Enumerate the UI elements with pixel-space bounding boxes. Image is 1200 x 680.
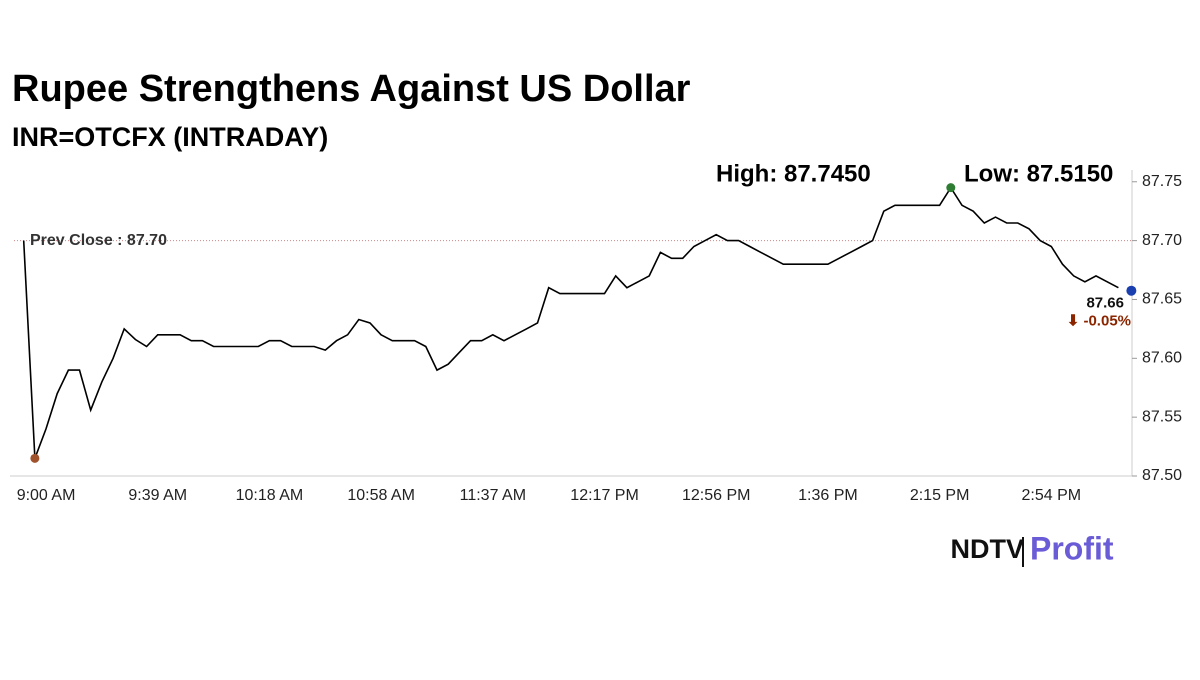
y-tick-label: 87.60	[1142, 350, 1182, 367]
chart-subtitle: INR=OTCFX (INTRADAY)	[12, 122, 328, 152]
last-marker	[1126, 285, 1137, 296]
x-tick-label: 9:39 AM	[128, 487, 187, 504]
x-tick-label: 2:54 PM	[1022, 487, 1082, 504]
y-tick-label: 87.70	[1142, 232, 1182, 249]
low-marker	[30, 453, 40, 463]
x-tick-label: 9:00 AM	[17, 487, 76, 504]
x-tick-label: 12:56 PM	[682, 487, 750, 504]
x-tick-label: 2:15 PM	[910, 487, 970, 504]
high-label: High: 87.7450	[716, 160, 871, 187]
x-tick-label: 10:58 AM	[347, 487, 415, 504]
change-label: ⬇ -0.05%	[1067, 313, 1131, 330]
brand-ndtv: NDTV	[951, 534, 1025, 564]
x-tick-label: 10:18 AM	[236, 487, 304, 504]
chart-title: Rupee Strengthens Against US Dollar	[12, 68, 691, 110]
x-tick-label: 11:37 AM	[460, 487, 526, 504]
price-line	[22, 186, 1119, 459]
y-tick-label: 87.55	[1142, 408, 1182, 425]
prev-close-label: Prev Close : 87.70	[30, 232, 167, 249]
y-tick-label: 87.65	[1142, 291, 1182, 308]
high-marker	[946, 183, 956, 193]
y-tick-label: 87.50	[1142, 467, 1182, 484]
last-value-label: 87.66	[1086, 295, 1124, 312]
x-tick-label: 12:17 PM	[570, 487, 638, 504]
low-label: Low: 87.5150	[964, 160, 1113, 187]
y-tick-label: 87.75	[1142, 173, 1182, 190]
brand-profit: Profit	[1030, 530, 1114, 566]
x-tick-label: 1:36 PM	[798, 487, 858, 504]
